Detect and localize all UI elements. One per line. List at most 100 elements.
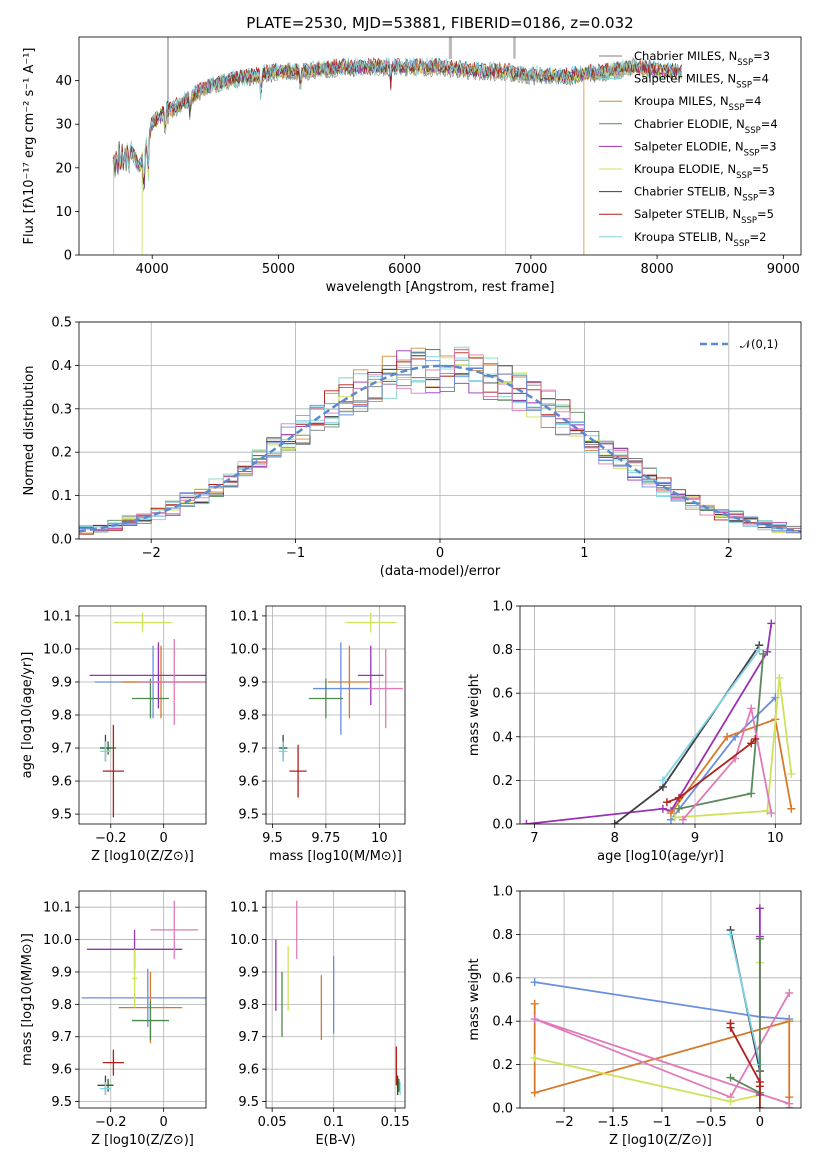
mass_vs_ebv-xlabel: E(B-V) xyxy=(315,1133,355,1148)
weight_vs_Z-xtick-label: −0.5 xyxy=(695,1115,727,1130)
spectrum-xtick-label: 8000 xyxy=(641,262,674,277)
age_vs_mass-ytick-label: 9.9 xyxy=(238,675,259,690)
spectrum-panel: 4000 5000 6000 7000 8000 9000 0 10 20 30 40 wavelen… xyxy=(22,36,802,295)
legend-label-count: =5 xyxy=(752,162,769,176)
age_vs_Z-ytick-label: 9.5 xyxy=(51,808,72,823)
legend-label-count: =4 xyxy=(761,117,778,131)
weight_vs_Z-point-marker xyxy=(530,1015,539,1024)
residuals-histogram xyxy=(79,351,801,537)
age_vs_Z-xtick-label: −0.2 xyxy=(95,831,127,846)
residuals-legend-label: 𝒩(0,1) xyxy=(740,337,778,351)
age_vs_mass-ytick-label: 9.6 xyxy=(238,775,259,790)
spectrum-series-line xyxy=(112,62,682,188)
weight_vs_age-xlabel: age [log10(age/yr)] xyxy=(597,849,724,864)
weight_vs_Z-point-marker xyxy=(530,1054,539,1063)
weight_vs_age-point-marker xyxy=(658,776,667,785)
age_vs_Z-xlabel: Z [log10(Z/Z⊙)] xyxy=(91,849,194,864)
residuals-ylabel: Normed distribution xyxy=(22,366,37,496)
residuals-ytick-label: 0.4 xyxy=(51,359,72,374)
weight_vs_Z-ytick-label: 0.6 xyxy=(492,971,513,986)
weight_vs_Z-xtick-label: −1 xyxy=(652,1115,671,1130)
weight_vs_Z-point-marker xyxy=(785,1017,794,1026)
legend-label: Salpeter ELODIE, NSSP=3 xyxy=(634,139,777,158)
legend-label: Kroupa STELIB, NSSP=2 xyxy=(634,230,766,249)
weight_vs_age-xtick-label: 9 xyxy=(691,831,699,846)
mass_vs_Z-ytick-label: 9.7 xyxy=(51,1030,72,1045)
mass_vs_Z-ytick-label: 9.8 xyxy=(51,998,72,1013)
mass_vs_Z-ytick-label: 9.5 xyxy=(51,1095,72,1110)
mass_vs_ebv-grid xyxy=(266,891,405,1108)
weight_vs_Z-ytick-label: 0.0 xyxy=(492,1102,513,1117)
legend-label-count: =5 xyxy=(757,207,774,221)
legend-label-count: =3 xyxy=(758,185,775,199)
legend-label-sub: SSP xyxy=(734,239,750,249)
mass_vs_ebv-ytick-label: 9.5 xyxy=(238,1095,259,1110)
legend-label-count: =4 xyxy=(744,94,761,108)
mass_vs_ebv-xtick-label: 0.15 xyxy=(381,1115,410,1130)
age_vs_Z-ytick-label: 9.6 xyxy=(51,775,72,790)
legend-label-count: =2 xyxy=(749,230,766,244)
legend-label-sub: SSP xyxy=(736,171,752,181)
spectrum-plot-area xyxy=(112,37,682,255)
legend-label-sub: SSP xyxy=(742,194,758,204)
mass_vs_ebv-xtick-label: 0.05 xyxy=(258,1115,287,1130)
weight_vs_age-xtick-label: 7 xyxy=(530,831,538,846)
weight_vs_age-series-line xyxy=(682,708,773,821)
residuals-xtick-label: 2 xyxy=(725,546,733,561)
mass_vs_Z-grid xyxy=(79,891,206,1108)
age_vs_mass-xlabel: mass [log10(M/M⊙)] xyxy=(269,849,402,864)
spectrum-xtick-label: 4000 xyxy=(136,262,169,277)
weight_vs_age-point-marker xyxy=(678,815,687,824)
weight_vs_Z-xtick-label: 0 xyxy=(756,1115,764,1130)
spectrum-series-line xyxy=(112,59,682,190)
age_vs_Z-ytick-label: 9.8 xyxy=(51,709,72,724)
mass_vs_Z-ytick-label: 9.9 xyxy=(51,965,72,980)
weight_vs_Z-point-marker xyxy=(726,1023,735,1032)
legend-label-count: =3 xyxy=(760,139,777,153)
weight_vs_age-plot-area xyxy=(522,619,796,824)
age_vs_mass-xtick-label: 9.75 xyxy=(311,831,340,846)
weight_vs_age-point-marker xyxy=(787,804,796,813)
residuals-plot-area xyxy=(79,346,801,538)
weight_vs_age-panel: 7 8 9 10 0.0 0.2 0.4 0.6 0.8 1.0 age [log10(age/yr… xyxy=(467,600,802,864)
weight_vs_age-point-marker xyxy=(767,619,776,628)
weight_vs_age-ytick-label: 0.0 xyxy=(492,818,513,833)
residuals-panel: −2 −1 0 1 2 0.0 0.1 0.2 0.3 0.4 0.5 (data-model)/er… xyxy=(22,316,802,579)
legend-label-count: =3 xyxy=(753,49,770,63)
weight_vs_age-point-marker xyxy=(751,734,760,743)
weight_vs_age-series-line xyxy=(674,677,793,819)
spectrum-xtick-label: 7000 xyxy=(514,262,547,277)
weight_vs_age-point-marker xyxy=(522,820,531,824)
mass_vs_ebv-frame xyxy=(265,890,406,1109)
weight_vs_age-series-line xyxy=(670,696,776,821)
residuals-xtick-label: −1 xyxy=(286,546,305,561)
mass_vs_ebv-panel: 0.05 0.1 0.15 9.5 9.6 9.7 9.8 9.9 10.0 10.1 E(B-V) xyxy=(230,890,410,1148)
weight_vs_age-point-marker xyxy=(674,793,683,802)
age_vs_mass-panel: 9.5 9.75 10 9.5 9.6 9.7 9.8 9.9 10.0 10.1 mass [lo… xyxy=(230,605,406,864)
weight_vs_Z-xlabel: Z [log10(Z/Z⊙)] xyxy=(609,1133,712,1148)
spectrum-series-line xyxy=(112,59,682,189)
weight_vs_age-series-line xyxy=(662,649,760,781)
mass_vs_Z-ytick-label: 9.6 xyxy=(51,1063,72,1078)
weight_vs_Z-point-marker xyxy=(530,1088,539,1097)
residuals-ytick-label: 0.1 xyxy=(51,489,72,504)
weight_vs_age-point-marker xyxy=(763,647,772,656)
weight_vs_age-series-line xyxy=(670,718,793,814)
legend-label: Salpeter STELIB, NSSP=5 xyxy=(634,207,774,226)
spectrum-spike xyxy=(448,37,452,59)
weight_vs_age-frame xyxy=(519,605,802,825)
legend-label-sub: SSP xyxy=(736,81,752,91)
weight_vs_age-point-marker xyxy=(723,732,732,741)
weight_vs_Z-xtick-label: −2 xyxy=(554,1115,573,1130)
mass_vs_ebv-ytick-label: 9.6 xyxy=(238,1063,259,1078)
weight_vs_Z-point-marker xyxy=(530,978,539,987)
residuals-ytick-label: 0.2 xyxy=(51,446,72,461)
residuals-xtick-label: 0 xyxy=(436,546,444,561)
age_vs_Z-ytick-label: 10.0 xyxy=(43,642,72,657)
spectrum-xtick-label: 5000 xyxy=(262,262,295,277)
residuals-xtick-label: 1 xyxy=(580,546,588,561)
spectrum-xlabel: wavelength [Angstrom, rest frame] xyxy=(326,280,555,295)
residuals-ytick-label: 0.5 xyxy=(51,316,72,331)
weight_vs_Z-point-marker xyxy=(726,1097,735,1106)
